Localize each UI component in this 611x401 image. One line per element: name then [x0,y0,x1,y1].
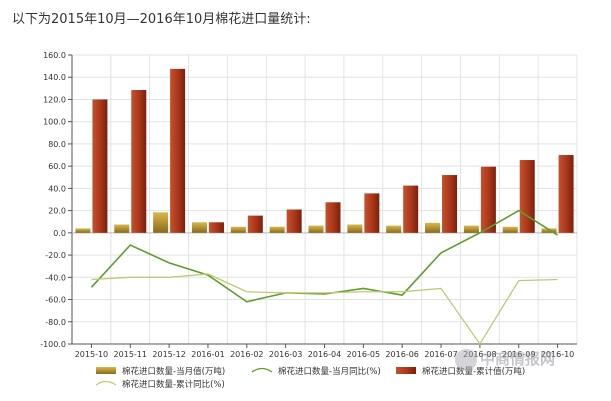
bars [75,68,574,233]
x-tick-label: 2016-07 [424,350,457,359]
bar-monthly [191,222,207,233]
x-tick-label: 2015-10 [75,350,108,359]
y-tick-label: 120.0 [43,95,66,104]
legend-swatch [251,367,273,373]
bar-monthly [347,224,363,233]
y-tick-label: -60.0 [45,296,66,305]
y-tick-label: 80.0 [48,140,66,149]
x-tick-label: 2015-12 [152,350,185,359]
x-tick-label: 2016-06 [385,350,418,359]
y-tick-label: 100.0 [43,118,66,127]
bar-monthly [269,226,285,233]
bar-cumulative [480,166,496,233]
x-tick-labels: 2015-10 2015-11 2015-12 2016-01 2016-02 2016-… [75,350,575,359]
y-tick-label: 40.0 [48,184,66,193]
bar-cumulative [286,209,302,233]
y-tick-label: 0.0 [53,229,66,238]
x-tick-label: 2016-03 [269,350,302,359]
y-tick-labels: 160.0 140.0 120.0 100.0 80.0 60.0 40.0 20.0 0.0 -… [40,51,66,349]
y-tick-label: -80.0 [45,318,66,327]
y-tick-label: -20.0 [45,251,66,260]
x-tick-label: 2015-11 [114,350,147,359]
y-tick-label: -100.0 [40,340,66,349]
bar-monthly [386,225,402,233]
y-tick-label: 20.0 [48,207,66,216]
lines [90,209,559,346]
legend-label: 棉花进口数量-累计值(万吨) [422,366,525,377]
page-caption: 以下为2015年10月—2016年10月棉花进口量统计: [12,12,311,27]
legend: 棉花进口数量-当月值(万吨) 棉花进口数量-当月同比(%) 棉花进口数量-累计值(万… [95,366,525,390]
bar-monthly [502,226,518,233]
x-tick-label: 2016-09 [502,350,535,359]
y-tick-label: 140.0 [43,73,66,82]
watermark: 中商情报网 [455,348,555,371]
legend-swatch [96,367,116,374]
bar-cumulative [364,193,380,233]
bar-cumulative [442,175,458,233]
bar-cumulative [403,185,419,233]
watermark-logo-icon [455,348,477,371]
bar-cumulative [325,202,341,233]
x-tick-label: 2016-01 [191,350,224,359]
y-tick-label: 60.0 [48,162,66,171]
bar-monthly [114,224,130,233]
watermark-text: 中商情报网 [480,350,556,368]
bar-cumulative [92,99,108,233]
bar-monthly [75,228,91,233]
legend-swatch [396,367,416,374]
legend-label: 棉花进口数量-当月同比(%) [278,366,381,377]
bar-cumulative [131,90,147,233]
x-tick-label: 2016-05 [347,350,380,359]
bar-cumulative [247,215,263,233]
legend-label: 棉花进口数量-当月值(万吨) [122,366,225,377]
bar-cumulative [170,68,186,233]
legend-swatch [95,380,117,386]
bar-monthly [308,225,324,233]
bar-cumulative [519,160,535,233]
y-tick-label: -40.0 [45,273,66,282]
legend-label: 棉花进口数量-累计同比(%) [122,379,225,390]
x-tick-label: 2016-10 [541,350,574,359]
grid-lines [71,54,578,345]
y-tick-label: 160.0 [43,51,66,60]
bar-monthly [463,225,479,233]
bar-monthly [153,212,169,233]
bar-monthly [230,226,246,233]
line-cumulative-yoy [91,273,558,346]
x-tick-label: 2016-02 [230,350,263,359]
x-tick-label: 2016-04 [308,350,341,359]
x-tick-label: 2016-08 [463,350,496,359]
bar-cumulative [208,222,224,233]
bar-cumulative [558,155,574,233]
bar-monthly [425,222,441,233]
